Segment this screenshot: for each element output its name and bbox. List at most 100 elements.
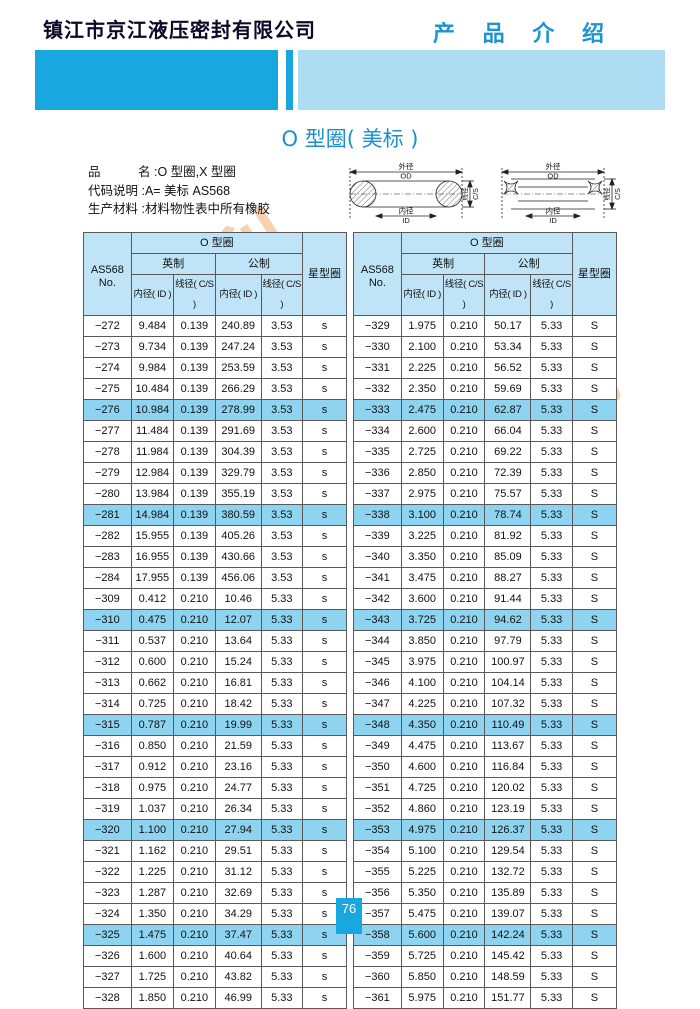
table-row: −341 3.475 0.210 88.27 5.33 S	[353, 567, 618, 589]
header-imperial-id: 内径( ID )	[130, 274, 175, 316]
cell-as568-no: −356	[353, 882, 402, 904]
table-row: −322 1.225 0.210 31.12 5.33 s	[83, 861, 348, 883]
cell-metric-cs: 5.33	[530, 966, 573, 988]
cell-imperial-id: 4.975	[400, 819, 444, 841]
cell-imperial-id: 1.162	[130, 840, 175, 862]
cell-imperial-cs: 0.210	[442, 756, 486, 778]
cell-metric-id: 120.02	[484, 777, 532, 799]
cell-imperial-id: 1.037	[130, 798, 175, 820]
spec-table-right: AS568 No. O 型圈 星型圈 英制 公制 内径( ID ) 线径( C/…	[353, 232, 618, 1009]
table-row: −280 13.984 0.139 355.19 3.53 s	[83, 483, 348, 505]
diagram-label-id-en: ID	[549, 216, 557, 225]
cell-metric-id: 291.69	[214, 420, 262, 442]
cell-metric-cs: 3.53	[260, 420, 303, 442]
cell-imperial-cs: 0.139	[173, 357, 216, 379]
cell-as568-no: −276	[83, 399, 132, 421]
cell-as568-no: −277	[83, 420, 132, 442]
oring-cross-section-diagram: 外径 OD 内径 ID 线径 C/S	[348, 161, 622, 225]
cell-imperial-id: 3.850	[400, 630, 444, 652]
cell-metric-id: 100.97	[484, 651, 532, 673]
cell-imperial-id: 11.484	[130, 420, 175, 442]
table-row: −351 4.725 0.210 120.02 5.33 S	[353, 777, 618, 799]
header-imperial-id: 内径( ID )	[400, 274, 444, 316]
diagram-label-od-cn: 外径	[546, 161, 561, 171]
cell-imperial-id: 16.955	[130, 546, 175, 568]
cell-as568-no: −324	[83, 903, 132, 925]
cell-metric-cs: 5.33	[530, 987, 573, 1009]
cell-metric-id: 266.29	[214, 378, 262, 400]
cell-as568-no: −274	[83, 357, 132, 379]
cell-metric-cs: 5.33	[530, 735, 573, 757]
cell-imperial-id: 9.484	[130, 315, 175, 337]
cell-metric-id: 148.59	[484, 966, 532, 988]
cell-star-ring: s	[301, 525, 348, 547]
cell-as568-no: −279	[83, 462, 132, 484]
cell-as568-no: −329	[353, 315, 402, 337]
table-row: −352 4.860 0.210 123.19 5.33 S	[353, 798, 618, 820]
cell-as568-no: −339	[353, 525, 402, 547]
cell-as568-no: −309	[83, 588, 132, 610]
cell-metric-cs: 5.33	[530, 609, 573, 631]
cell-metric-cs: 5.33	[530, 861, 573, 883]
cell-imperial-id: 2.100	[400, 336, 444, 358]
table-row: −317 0.912 0.210 23.16 5.33 s	[83, 756, 348, 778]
table-row: −342 3.600 0.210 91.44 5.33 S	[353, 588, 618, 610]
cell-imperial-cs: 0.210	[173, 609, 216, 631]
cell-as568-no: −311	[83, 630, 132, 652]
cell-as568-no: −314	[83, 693, 132, 715]
cell-imperial-id: 3.725	[400, 609, 444, 631]
cell-as568-no: −352	[353, 798, 402, 820]
cell-metric-cs: 5.33	[260, 672, 303, 694]
cell-star-ring: S	[571, 945, 618, 967]
cell-metric-cs: 3.53	[260, 567, 303, 589]
cell-metric-cs: 5.33	[530, 945, 573, 967]
cell-imperial-id: 3.350	[400, 546, 444, 568]
cell-imperial-cs: 0.210	[442, 630, 486, 652]
cell-as568-no: −331	[353, 357, 402, 379]
cell-metric-id: 72.39	[484, 462, 532, 484]
table-row: −274 9.984 0.139 253.59 3.53 s	[83, 357, 348, 379]
header-as568: AS568 No.	[83, 232, 132, 316]
banner-gap-2	[293, 50, 298, 110]
cell-imperial-id: 2.600	[400, 420, 444, 442]
cell-imperial-id: 0.975	[130, 777, 175, 799]
table-row: −335 2.725 0.210 69.22 5.33 S	[353, 441, 618, 463]
cell-metric-cs: 5.33	[530, 399, 573, 421]
table-row: −313 0.662 0.210 16.81 5.33 s	[83, 672, 348, 694]
cell-metric-cs: 3.53	[260, 483, 303, 505]
cell-metric-id: 46.99	[214, 987, 262, 1009]
table-row: −346 4.100 0.210 104.14 5.33 S	[353, 672, 618, 694]
cell-star-ring: S	[571, 903, 618, 925]
spec-line-2: 代码说明 :A= 美标 AS568	[88, 183, 231, 198]
cell-star-ring: S	[571, 378, 618, 400]
table-row: −353 4.975 0.210 126.37 5.33 S	[353, 819, 618, 841]
cell-as568-no: −359	[353, 945, 402, 967]
table-header-row-3: 内径( ID ) 线径( C/S ) 内径( ID ) 线径( C/S )	[84, 274, 347, 316]
table-row: −326 1.600 0.210 40.64 5.33 s	[83, 945, 348, 967]
cell-metric-cs: 5.33	[530, 315, 573, 337]
cell-imperial-cs: 0.210	[173, 861, 216, 883]
cell-metric-cs: 3.53	[260, 378, 303, 400]
table-row: −358 5.600 0.210 142.24 5.33 S	[353, 924, 618, 946]
header-metric-id: 内径( ID )	[214, 274, 262, 316]
cell-imperial-id: 1.725	[130, 966, 175, 988]
cell-imperial-id: 11.984	[130, 441, 175, 463]
diagram-label-od-en: OD	[400, 172, 412, 181]
cell-imperial-id: 2.725	[400, 441, 444, 463]
cell-imperial-id: 4.600	[400, 756, 444, 778]
header-as568-line1: AS568	[90, 263, 124, 276]
banner-accent-bar	[286, 50, 293, 110]
cell-metric-id: 26.34	[214, 798, 262, 820]
cell-metric-cs: 5.33	[260, 798, 303, 820]
cell-metric-cs: 5.33	[260, 630, 303, 652]
cell-as568-no: −332	[353, 378, 402, 400]
cell-imperial-cs: 0.139	[173, 420, 216, 442]
table-row: −357 5.475 0.210 139.07 5.33 S	[353, 903, 618, 925]
cell-as568-no: −360	[353, 966, 402, 988]
header-star-ring: 星型圈	[301, 232, 348, 316]
cell-star-ring: S	[571, 882, 618, 904]
cell-imperial-id: 5.225	[400, 861, 444, 883]
cell-star-ring: s	[301, 735, 348, 757]
spec-value-product: 名 :O 型圈,X 型圈	[138, 165, 236, 179]
cell-imperial-cs: 0.210	[442, 315, 486, 337]
